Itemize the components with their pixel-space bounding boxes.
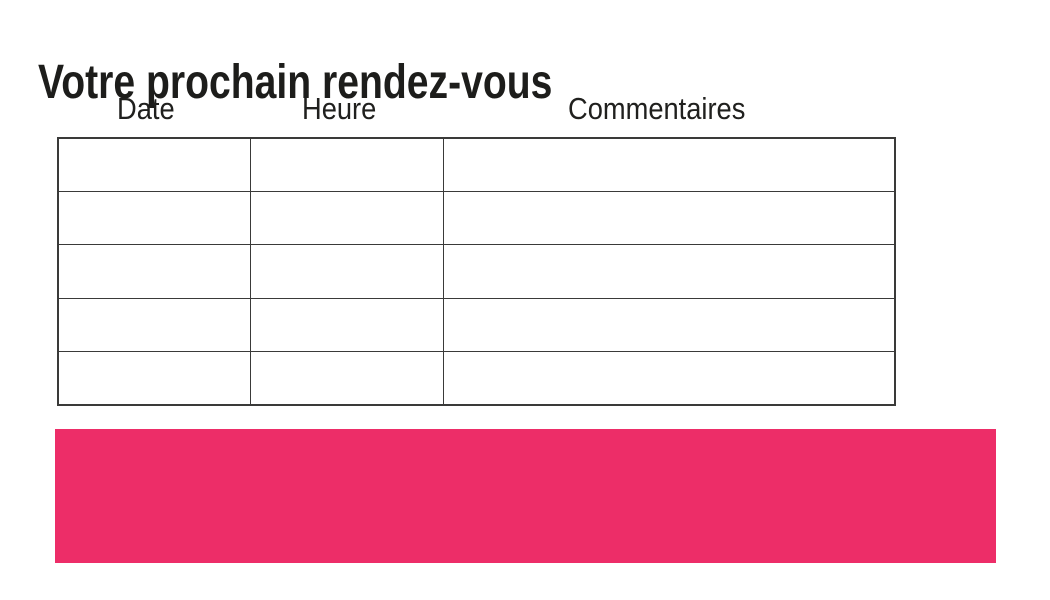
table-cell bbox=[251, 351, 444, 405]
column-header-date: Date bbox=[117, 91, 175, 126]
table-cell bbox=[444, 245, 894, 297]
table-cell bbox=[444, 139, 894, 191]
accent-banner bbox=[55, 429, 996, 563]
table-cell bbox=[59, 298, 251, 351]
table-cell bbox=[59, 351, 251, 405]
appointments-table bbox=[57, 137, 896, 406]
table-cell bbox=[59, 139, 251, 192]
table-cell bbox=[444, 192, 894, 244]
table-row bbox=[59, 245, 894, 299]
table-row bbox=[59, 192, 894, 246]
table-row bbox=[59, 139, 894, 193]
table-cell bbox=[444, 352, 894, 404]
table-cell bbox=[251, 245, 444, 298]
table-cell bbox=[444, 299, 894, 351]
column-header-commentaires: Commentaires bbox=[568, 91, 746, 126]
table-cell bbox=[59, 192, 251, 245]
column-header-heure: Heure bbox=[302, 91, 377, 126]
table-cell bbox=[59, 245, 251, 298]
table-cell bbox=[251, 139, 444, 192]
page-title: Votre prochain rendez-vous bbox=[38, 56, 553, 110]
table-cell bbox=[251, 298, 444, 351]
table-cell bbox=[251, 192, 444, 245]
table-row bbox=[59, 351, 894, 405]
table-row bbox=[59, 298, 894, 352]
